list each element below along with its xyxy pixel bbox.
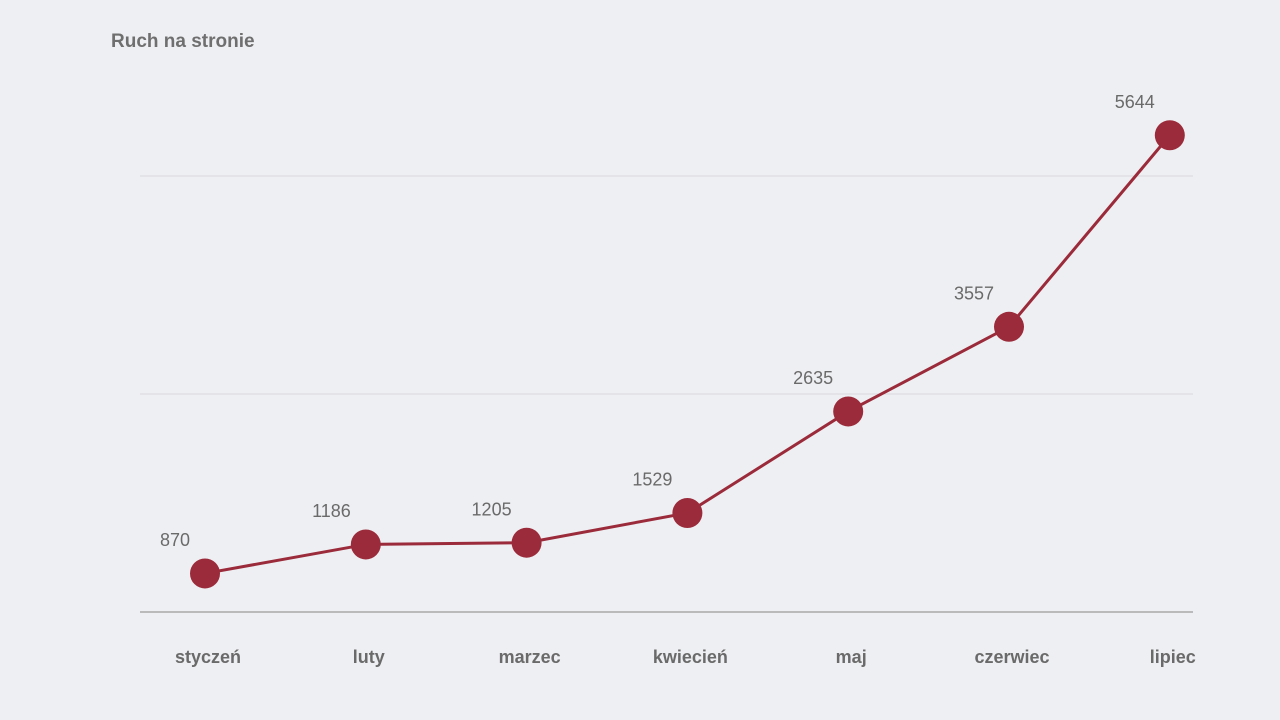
x-tick-label: styczeń xyxy=(175,647,241,667)
x-tick-label: lipiec xyxy=(1150,647,1196,667)
x-tick-label: luty xyxy=(353,647,385,667)
data-label: 3557 xyxy=(954,284,994,304)
x-tick-label: czerwiec xyxy=(974,647,1049,667)
data-label: 5644 xyxy=(1115,92,1155,112)
data-point xyxy=(833,396,864,427)
data-point xyxy=(190,558,220,589)
x-tick-label: maj xyxy=(836,647,867,667)
data-point xyxy=(672,497,703,528)
x-tick-label: kwiecień xyxy=(653,647,728,667)
data-label: 870 xyxy=(160,530,190,550)
data-label: 1186 xyxy=(312,501,351,521)
data-point xyxy=(350,529,381,560)
chart-title: Ruch na stronie xyxy=(111,31,255,52)
data-label: 1205 xyxy=(472,499,512,519)
data-label: 1529 xyxy=(632,470,672,490)
data-point xyxy=(994,311,1024,342)
data-label: 2635 xyxy=(793,368,833,388)
data-point xyxy=(511,527,542,558)
x-tick-label: marzec xyxy=(499,647,561,667)
data-point xyxy=(1154,120,1185,151)
